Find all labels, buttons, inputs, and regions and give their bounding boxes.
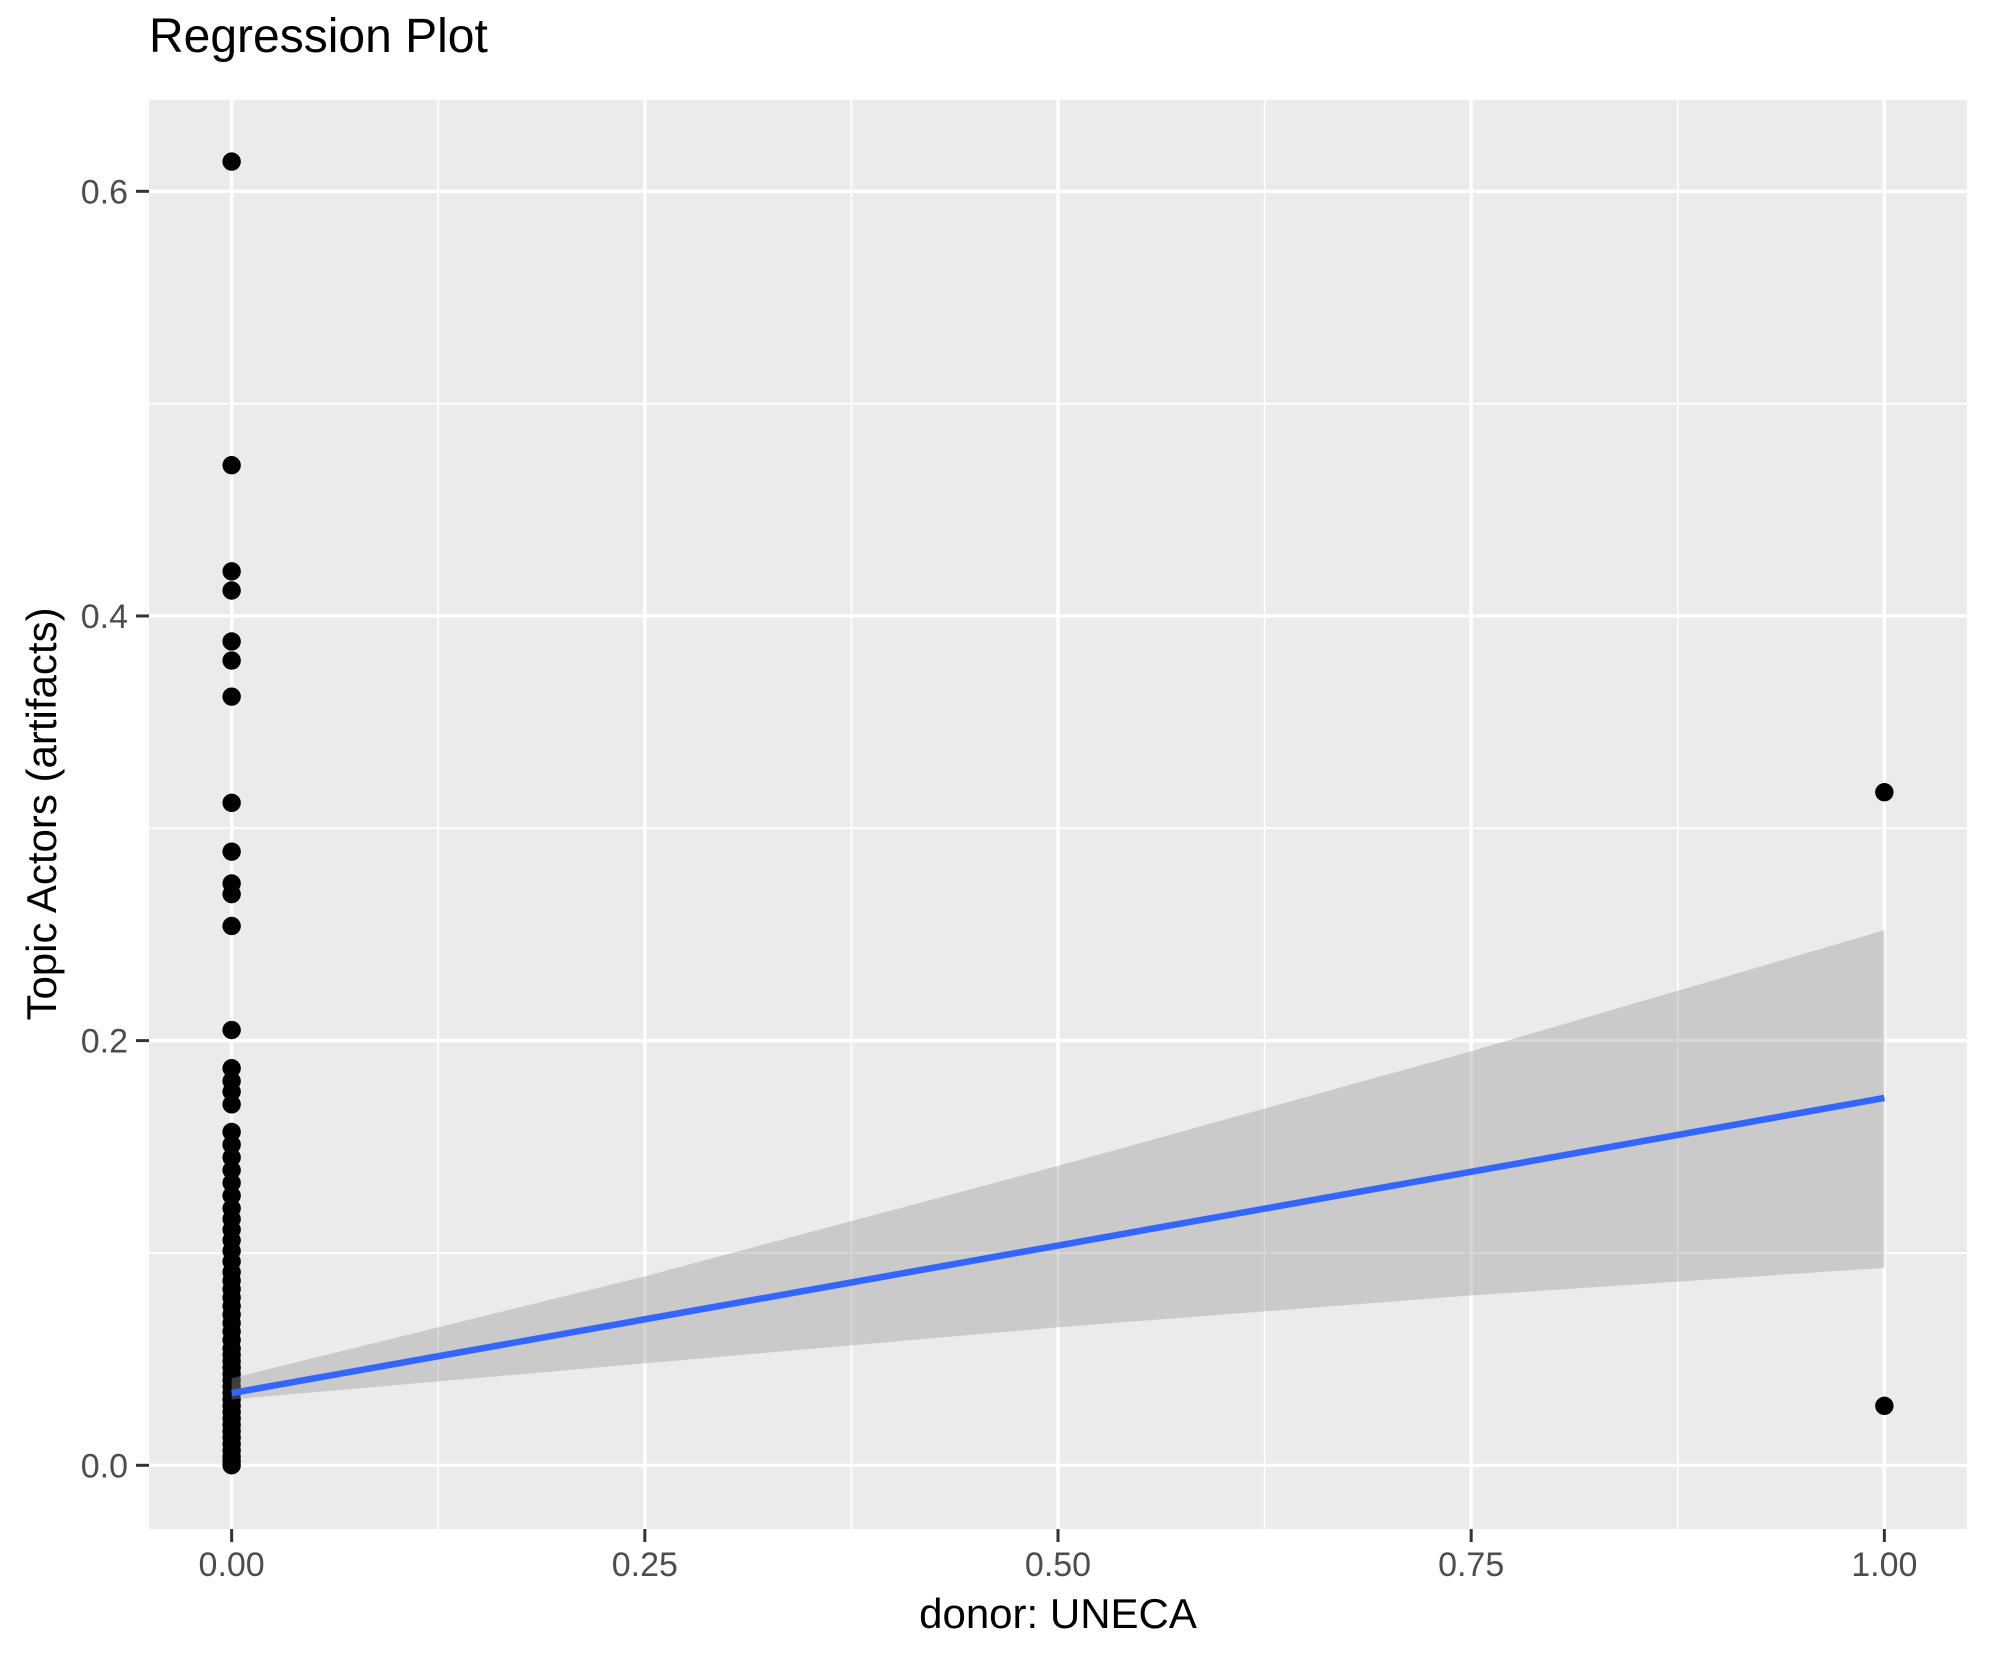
scatter-point xyxy=(222,916,241,936)
y-tick-label: 0.6 xyxy=(81,173,128,211)
y-tick-label: 0.4 xyxy=(81,598,128,636)
scatter-point xyxy=(222,1082,241,1101)
scatter-point xyxy=(222,1122,241,1142)
x-tick-label: 1.00 xyxy=(1851,1546,1917,1584)
x-tick-label: 0.25 xyxy=(612,1546,678,1584)
scatter-point xyxy=(222,456,241,475)
scatter-point xyxy=(222,793,241,813)
scatter-point xyxy=(222,1020,241,1040)
scatter-point xyxy=(222,581,241,600)
scatter-point xyxy=(1875,1396,1894,1416)
scatter-point xyxy=(222,1135,241,1154)
scatter-point xyxy=(222,1186,241,1205)
scatter-point xyxy=(222,152,241,171)
scatter-point xyxy=(222,1173,241,1193)
scatter-point xyxy=(222,1456,241,1475)
scatter-point xyxy=(222,562,241,581)
scatter-point xyxy=(222,651,241,670)
regression-line xyxy=(231,1094,1885,1397)
scatter-point xyxy=(1875,783,1894,802)
scatter-point xyxy=(222,1160,241,1180)
y-tick-label: 0.2 xyxy=(81,1023,128,1061)
y-tick-label: 0.0 xyxy=(81,1447,128,1485)
scatter-point xyxy=(222,842,241,861)
x-axis-title: donor: UNECA xyxy=(919,1590,1197,1637)
x-tick-label: 0.00 xyxy=(199,1546,265,1584)
scatter-point xyxy=(222,1059,241,1078)
x-tick-label: 0.75 xyxy=(1438,1546,1504,1584)
scatter-point xyxy=(222,1095,241,1114)
scatter-point xyxy=(222,687,241,706)
scatter-point xyxy=(222,632,241,651)
plot-title: Regression Plot xyxy=(149,10,488,63)
y-axis-title: Topic Actors (artifacts) xyxy=(18,607,65,1021)
confidence-band xyxy=(231,930,1885,1400)
x-tick-label: 0.50 xyxy=(1025,1546,1091,1584)
scatter-point xyxy=(222,1148,241,1167)
scatter-point xyxy=(222,884,241,904)
